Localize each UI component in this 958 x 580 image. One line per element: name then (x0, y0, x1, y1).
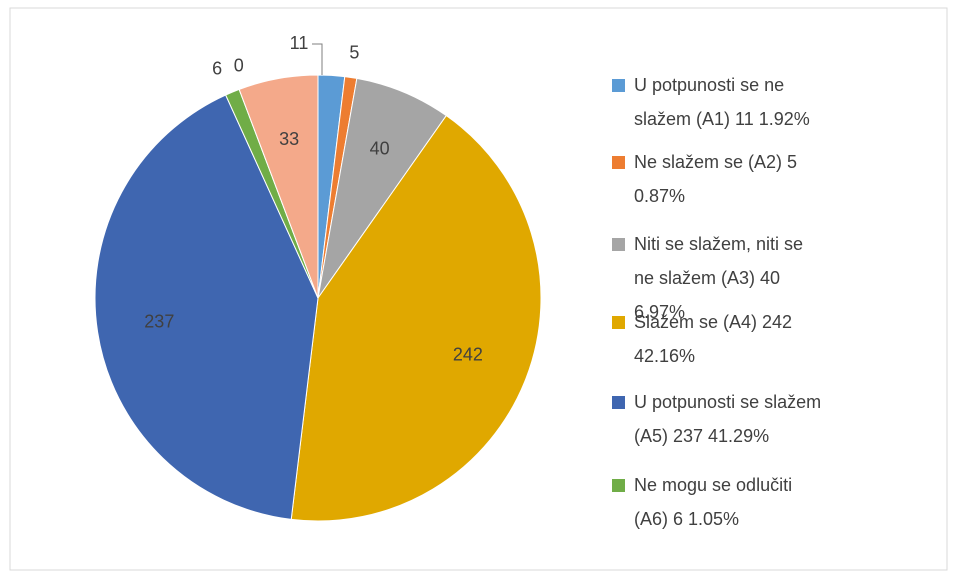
data-label: 0 (234, 56, 244, 76)
legend-swatch (612, 79, 625, 92)
legend-swatch (612, 238, 625, 251)
legend-label: Slažem se (A4) 242 42.16% (634, 312, 793, 366)
legend-entry: U potpunosti se slažem (A5) 237 41.29% (612, 385, 824, 453)
data-label: 242 (453, 344, 483, 364)
data-label: 6 (212, 59, 222, 79)
data-label: 11 (290, 33, 309, 53)
legend-label: U potpunosti se slažem (A5) 237 41.29% (634, 392, 822, 446)
legend-entry: Ne mogu se odlučiti (A6) 6 1.05% (612, 468, 824, 536)
pie-slice (238, 74, 319, 299)
legend-entry: Niti se slažem, niti se ne slažem (A3) 4… (612, 227, 824, 329)
legend-entry: Ne slažem se (A2) 5 0.87% (612, 145, 824, 213)
legend-label: Ne slažem se (A2) 5 0.87% (634, 152, 798, 206)
legend-swatch (612, 479, 625, 492)
legend-label: Ne mogu se odlučiti (A6) 6 1.05% (634, 475, 793, 529)
data-label: 33 (279, 129, 299, 149)
data-label: 237 (144, 311, 174, 331)
data-label: 5 (349, 42, 359, 62)
data-label: 40 (370, 138, 390, 158)
legend-swatch (612, 396, 625, 409)
legend-label: U potpunosti se ne slažem (A1) 11 1.92% (634, 75, 810, 129)
leader-line (312, 43, 323, 75)
legend-swatch (612, 316, 625, 329)
pie-slice (94, 94, 319, 520)
legend-swatch (612, 156, 625, 169)
legend-entry: U potpunosti se ne slažem (A1) 11 1.92% (612, 68, 824, 136)
legend-entry: Slažem se (A4) 242 42.16% (612, 305, 824, 373)
pie-slice (290, 114, 542, 522)
legend-label: Niti se slažem, niti se ne slažem (A3) 4… (634, 234, 804, 322)
